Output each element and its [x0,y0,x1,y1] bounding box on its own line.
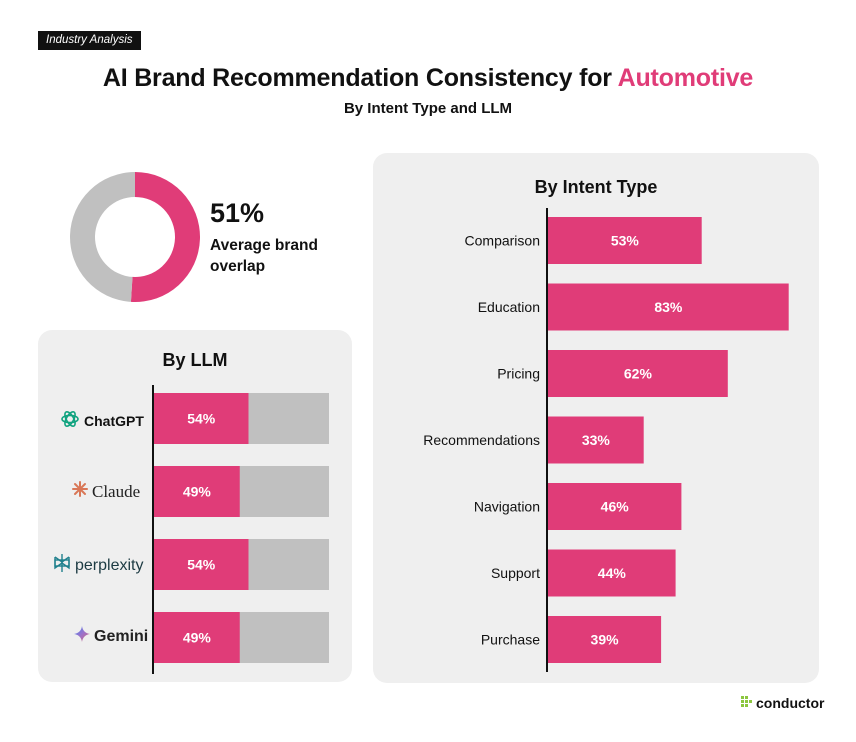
llm-name: Gemini [94,627,149,645]
conductor-brand: conductor [741,695,824,711]
intent-bar-label: 83% [654,299,683,315]
llm-bar [154,466,240,517]
llm-item-claude: Claude [72,481,140,502]
intent-bar-label: 44% [598,565,627,581]
perplexity-logo-icon [53,553,71,578]
intent-bar [548,616,662,663]
intent-bar [548,549,676,597]
llm-name: perplexity [75,556,144,574]
intent-bar [548,217,702,264]
llm-name: ChatGPT [84,412,144,429]
intent-category-label: Comparison [465,233,540,249]
page-title: AI Brand Recommendation Consistency for … [0,64,856,93]
by-llm-title: By LLM [162,350,228,370]
intent-category-label: Education [478,299,540,315]
by-intent-title: By Intent Type [534,177,658,197]
intent-bar [548,483,682,530]
claude-logo-icon [72,481,88,502]
llm-item-chatgpt: ChatGPT [60,409,144,432]
intent-bar [548,283,789,331]
chatgpt-logo-icon [60,409,80,432]
intent-bar-label: 46% [601,499,630,515]
llm-bar-label: 49% [183,630,212,646]
llm-item-perplexity: perplexity [53,553,143,578]
llm-bar-label: 54% [187,557,216,573]
intent-bar-label: 62% [624,366,653,382]
average-overlap-label: Average brand overlap [210,237,318,275]
llm-bar [154,393,249,444]
donut-svg [70,172,200,302]
overlap-donut-chart [70,172,200,302]
llm-name: Claude [92,481,141,501]
donut-slice-overlap [130,172,200,302]
intent-bar [548,416,644,464]
llm-item-gemini: Gemini [74,626,148,647]
industry-analysis-tag: Industry Analysis [38,31,141,50]
intent-category-label: Pricing [497,366,540,382]
llm-bar [154,612,240,663]
title-accent: Automotive [617,64,754,92]
average-overlap-value: 51% [210,198,265,228]
intent-bar-label: 33% [582,432,611,448]
intent-bar-label: 53% [611,233,640,249]
conductor-logo-icon [741,695,753,711]
llm-bar-label: 54% [187,411,216,427]
llm-bar-label: 49% [183,484,212,500]
intent-category-label: Recommendations [423,432,540,448]
intent-category-label: Navigation [474,499,540,515]
intent-bar [548,350,728,397]
donut-slice-remainder [70,172,135,302]
llm-bar [154,539,249,590]
gemini-logo-icon [74,626,90,647]
intent-bar-label: 39% [591,632,620,648]
page-subtitle: By Intent Type and LLM [343,100,513,117]
intent-category-label: Support [491,565,540,581]
title-main: AI Brand Recommendation Consistency for [102,64,618,92]
brand-name: conductor [756,695,825,711]
intent-category-label: Purchase [481,632,540,648]
